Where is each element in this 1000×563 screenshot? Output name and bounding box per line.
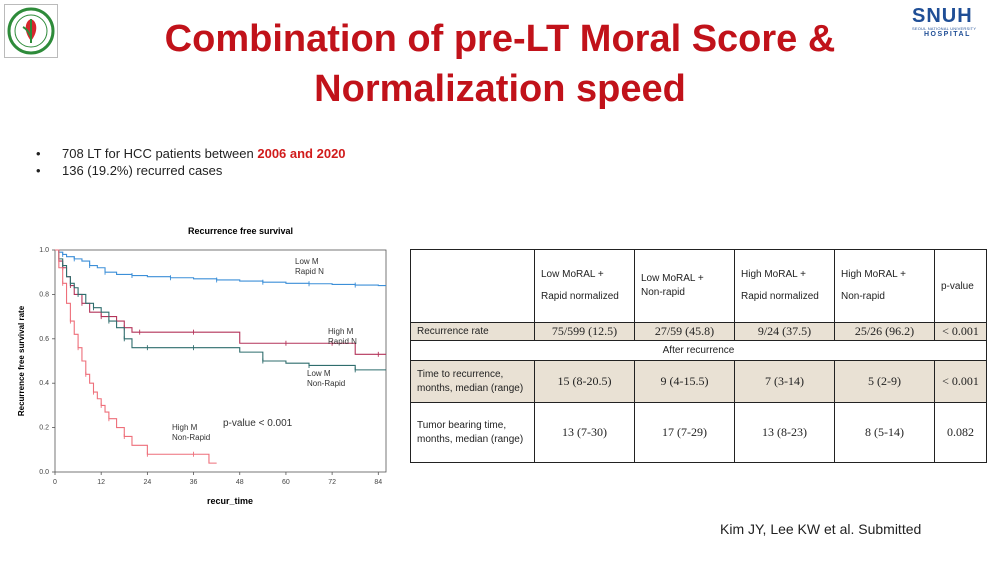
y-tick-label: 0.4 [39,380,49,387]
p-value-annotation: p-value < 0.001 [223,418,293,429]
table-header-cell: Low MoRAL + Non-rapid [634,249,735,323]
series-label-line2: Rapid N [328,337,357,346]
table-cell: 5 (2-9) [834,360,935,403]
society-logo [4,4,58,58]
bullet-item: • 708 LT for HCC patients between 2006 a… [36,145,346,162]
series-label-line1: High M [328,327,354,336]
y-tick-label: 0.6 [39,336,49,343]
table-cell: 17 (7-29) [634,402,735,463]
y-axis-label: Recurrence free survival rate [17,305,26,416]
hospital-logo-text: SNUH [912,5,973,27]
y-tick-label: 1.0 [39,247,49,254]
header-text: Low MoRAL + Rapid normalized [541,269,619,302]
chart-title: Recurrence free survival [188,226,293,236]
table-header-cell [410,249,535,323]
society-emblem-icon [7,7,55,55]
row-label: Time to recurrence, months, median (rang… [410,360,535,403]
row-label: Tumor bearing time, months, median (rang… [410,402,535,463]
bullet-text-plain: 708 LT for HCC patients between [62,146,258,161]
bullet-text: 708 LT for HCC patients between 2006 and… [62,145,346,162]
citation: Kim JY, Lee KW et al. Submitted [720,521,922,537]
km-curve-2 [55,249,386,371]
table-cell: 27/59 (45.8) [634,322,735,341]
header-text: High MoRAL + Non-rapid [841,269,906,302]
table-cell: 9/24 (37.5) [734,322,835,341]
table-row: Recurrence rate 75/599 (12.5) 27/59 (45.… [410,322,987,341]
row-label-text: Tumor bearing time, months, median (rang… [417,419,524,445]
table-section-row: After recurrence [410,340,987,361]
bullet-item: • 136 (19.2%) recurred cases [36,162,346,179]
table-cell: 25/26 (96.2) [834,322,935,341]
table-cell: 8 (5-14) [834,402,935,463]
table-cell: < 0.001 [934,322,987,341]
table-cell: 9 (4-15.5) [634,360,735,403]
table-cell: 0.082 [934,402,987,463]
table-cell: 7 (3-14) [734,360,835,403]
table-header-cell: p-value [934,249,987,323]
km-curve-3 [55,249,217,464]
header-text: High MoRAL + Rapid normalized [741,269,819,302]
series-label-line2: Rapid N [295,267,324,276]
header-text: p-value [941,280,974,292]
bullet-highlight: 2006 and 2020 [257,146,346,161]
table-header-cell: High MoRAL + Non-rapid [834,249,935,323]
series-label-line2: Non-Rapid [172,433,210,442]
x-tick-label: 36 [190,479,198,486]
series-label-line2: Non-Rapid [307,379,345,388]
bullet-dot: • [36,163,41,178]
row-label-text: Time to recurrence, months, median (rang… [417,368,524,394]
x-tick-label: 60 [282,479,290,486]
row-label: Recurrence rate [410,322,535,341]
x-tick-label: 24 [143,479,151,486]
hospital-logo-hospital: HOSPITAL [924,31,971,38]
km-curve-0 [55,249,386,287]
plot-frame [54,249,387,473]
table-cell: 75/599 (12.5) [534,322,635,341]
section-label: After recurrence [410,340,987,361]
bullet-text: 136 (19.2%) recurred cases [62,163,223,178]
x-tick-label: 48 [236,479,244,486]
table-header-row: Low MoRAL + Rapid normalized Low MoRAL +… [410,249,987,323]
bullet-dot: • [36,146,41,161]
hospital-logo: SNUH SEOUL NATIONAL UNIVERSITY HOSPITAL [912,6,996,40]
table-cell: 13 (7-30) [534,402,635,463]
series-label-line1: High M [172,423,198,432]
series-label-line1: Low M [295,257,319,266]
table-row: Time to recurrence, months, median (rang… [410,360,987,403]
x-axis-label: recur_time [207,496,253,506]
table-cell: 15 (8-20.5) [534,360,635,403]
table-header-cell: Low MoRAL + Rapid normalized [534,249,635,323]
hospital-logo-subtext: SEOUL NATIONAL UNIVERSITY [912,26,977,31]
results-table: Low MoRAL + Rapid normalized Low MoRAL +… [410,249,987,463]
km-survival-chart: Recurrence free survival recur_time Recurr… [17,226,387,506]
bullet-list: • 708 LT for HCC patients between 2006 a… [36,145,346,179]
y-tick-label: 0.2 [39,425,49,432]
slide-title-line2: Normalization speed [314,68,686,110]
table-cell: 13 (8-23) [734,402,835,463]
table-cell: < 0.001 [934,360,987,403]
slide-title-line1: Combination of pre-LT Moral Score & [164,18,836,60]
y-tick-label: 0.8 [39,291,49,298]
y-tick-label: 0.0 [39,469,49,476]
x-tick-label: 84 [374,479,382,486]
table-header-cell: High MoRAL + Rapid normalized [734,249,835,323]
slide-title: Combination of pre-LT Moral Score & Norm… [100,14,900,114]
x-tick-label: 72 [328,479,336,486]
series-label-line1: Low M [307,369,331,378]
header-text: Low MoRAL + Non-rapid [641,273,704,298]
x-tick-label: 0 [53,479,57,486]
table-row: Tumor bearing time, months, median (rang… [410,402,987,463]
x-tick-label: 12 [97,479,105,486]
